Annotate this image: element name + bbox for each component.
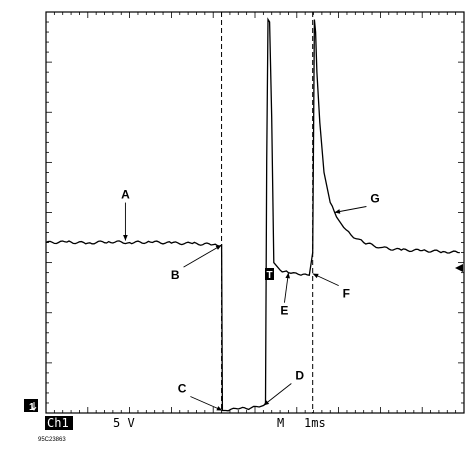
figure-caption: 95C23863 (38, 437, 66, 443)
channel-label: Ch1 (47, 416, 69, 430)
annotation-leader-b (183, 244, 222, 268)
graticule-frame (45, 11, 465, 414)
annotation-arrow-icon (263, 400, 270, 406)
annotation-label-b: B (171, 268, 180, 282)
annotation-arrow-icon (215, 245, 222, 250)
annotation-label-e: E (280, 304, 288, 318)
annotation-arrow-icon (123, 235, 128, 241)
status-bar: Ch1 5 V M 1ms (45, 416, 326, 430)
annotation-label-a: A (121, 188, 130, 202)
annotation-leader-c (190, 396, 223, 411)
ground-marker: 1 (24, 399, 38, 413)
volts-per-div: 5 V (113, 416, 135, 430)
annotation-arrow-icon (312, 273, 319, 279)
annotation-label-d: D (295, 368, 304, 382)
annotation-arrow-icon (216, 406, 223, 411)
annotation-label-g: G (370, 192, 379, 206)
ground-arrow-icon (31, 402, 37, 411)
annotations: A B C D E F G (121, 188, 380, 411)
level-arrow-icon (455, 264, 463, 272)
time-per-div: 1ms (304, 416, 326, 430)
graticule-ticks (45, 11, 465, 414)
time-mode: M (277, 416, 284, 430)
trigger-marker: T (265, 268, 274, 281)
annotation-arrow-icon (334, 209, 341, 214)
annotation-arrow-icon (285, 272, 291, 279)
annotation-label-f: F (343, 287, 350, 301)
waveform-trace (45, 17, 460, 412)
trigger-marker-label: T (266, 270, 272, 281)
annotation-leader-d (263, 383, 292, 406)
annotation-label-c: C (178, 381, 187, 395)
